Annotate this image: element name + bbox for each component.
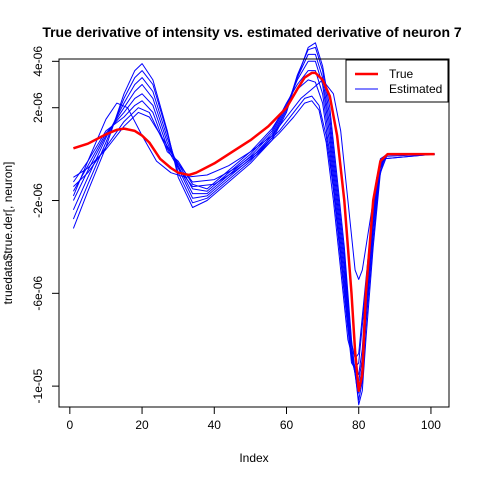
series-layer [72, 42, 435, 406]
series-estimated-line-7 [72, 79, 435, 280]
x-tick-label-1: 20 [135, 418, 149, 432]
y-axis: 4e-06 2e-06 -2e-06 -6e-06 -1e-05 [31, 46, 59, 403]
legend-label-estimated: Estimated [389, 82, 442, 96]
series-estimated-line-3 [72, 53, 435, 394]
legend-box [345, 59, 449, 103]
x-tick-label-0: 0 [66, 418, 73, 432]
x-tick-label-4: 80 [352, 418, 366, 432]
y-axis-label: truedata$true.der[, neuron] [1, 162, 15, 305]
series-estimated-line-6 [72, 79, 435, 375]
plot-frame [58, 58, 450, 408]
x-tick-label-5: 100 [421, 418, 441, 432]
y-tick-label-1: 2e-06 [31, 92, 45, 123]
series-true-line [73, 71, 435, 393]
x-tick-label-2: 40 [208, 418, 222, 432]
series-estimated-line-8 [73, 95, 435, 359]
x-axis: 0 20 40 60 80 100 [66, 407, 441, 432]
y-tick-label-0: 4e-06 [31, 46, 45, 77]
y-tick-label-2: -2e-06 [31, 183, 45, 218]
y-tick-label-3: -6e-06 [31, 276, 45, 311]
legend-label-true: True [389, 67, 414, 81]
series-estimated-line-1 [72, 42, 435, 406]
chart-title: True derivative of intensity vs. estimat… [42, 24, 462, 40]
x-tick-label-3: 60 [280, 418, 294, 432]
x-axis-label: Index [239, 451, 268, 465]
series-estimated-line-4 [72, 60, 435, 389]
y-tick-label-4: -1e-05 [31, 368, 45, 403]
series-estimated-line-5 [72, 70, 435, 382]
series-estimated-line-9 [73, 100, 435, 369]
legend: True Estimated [345, 59, 449, 103]
